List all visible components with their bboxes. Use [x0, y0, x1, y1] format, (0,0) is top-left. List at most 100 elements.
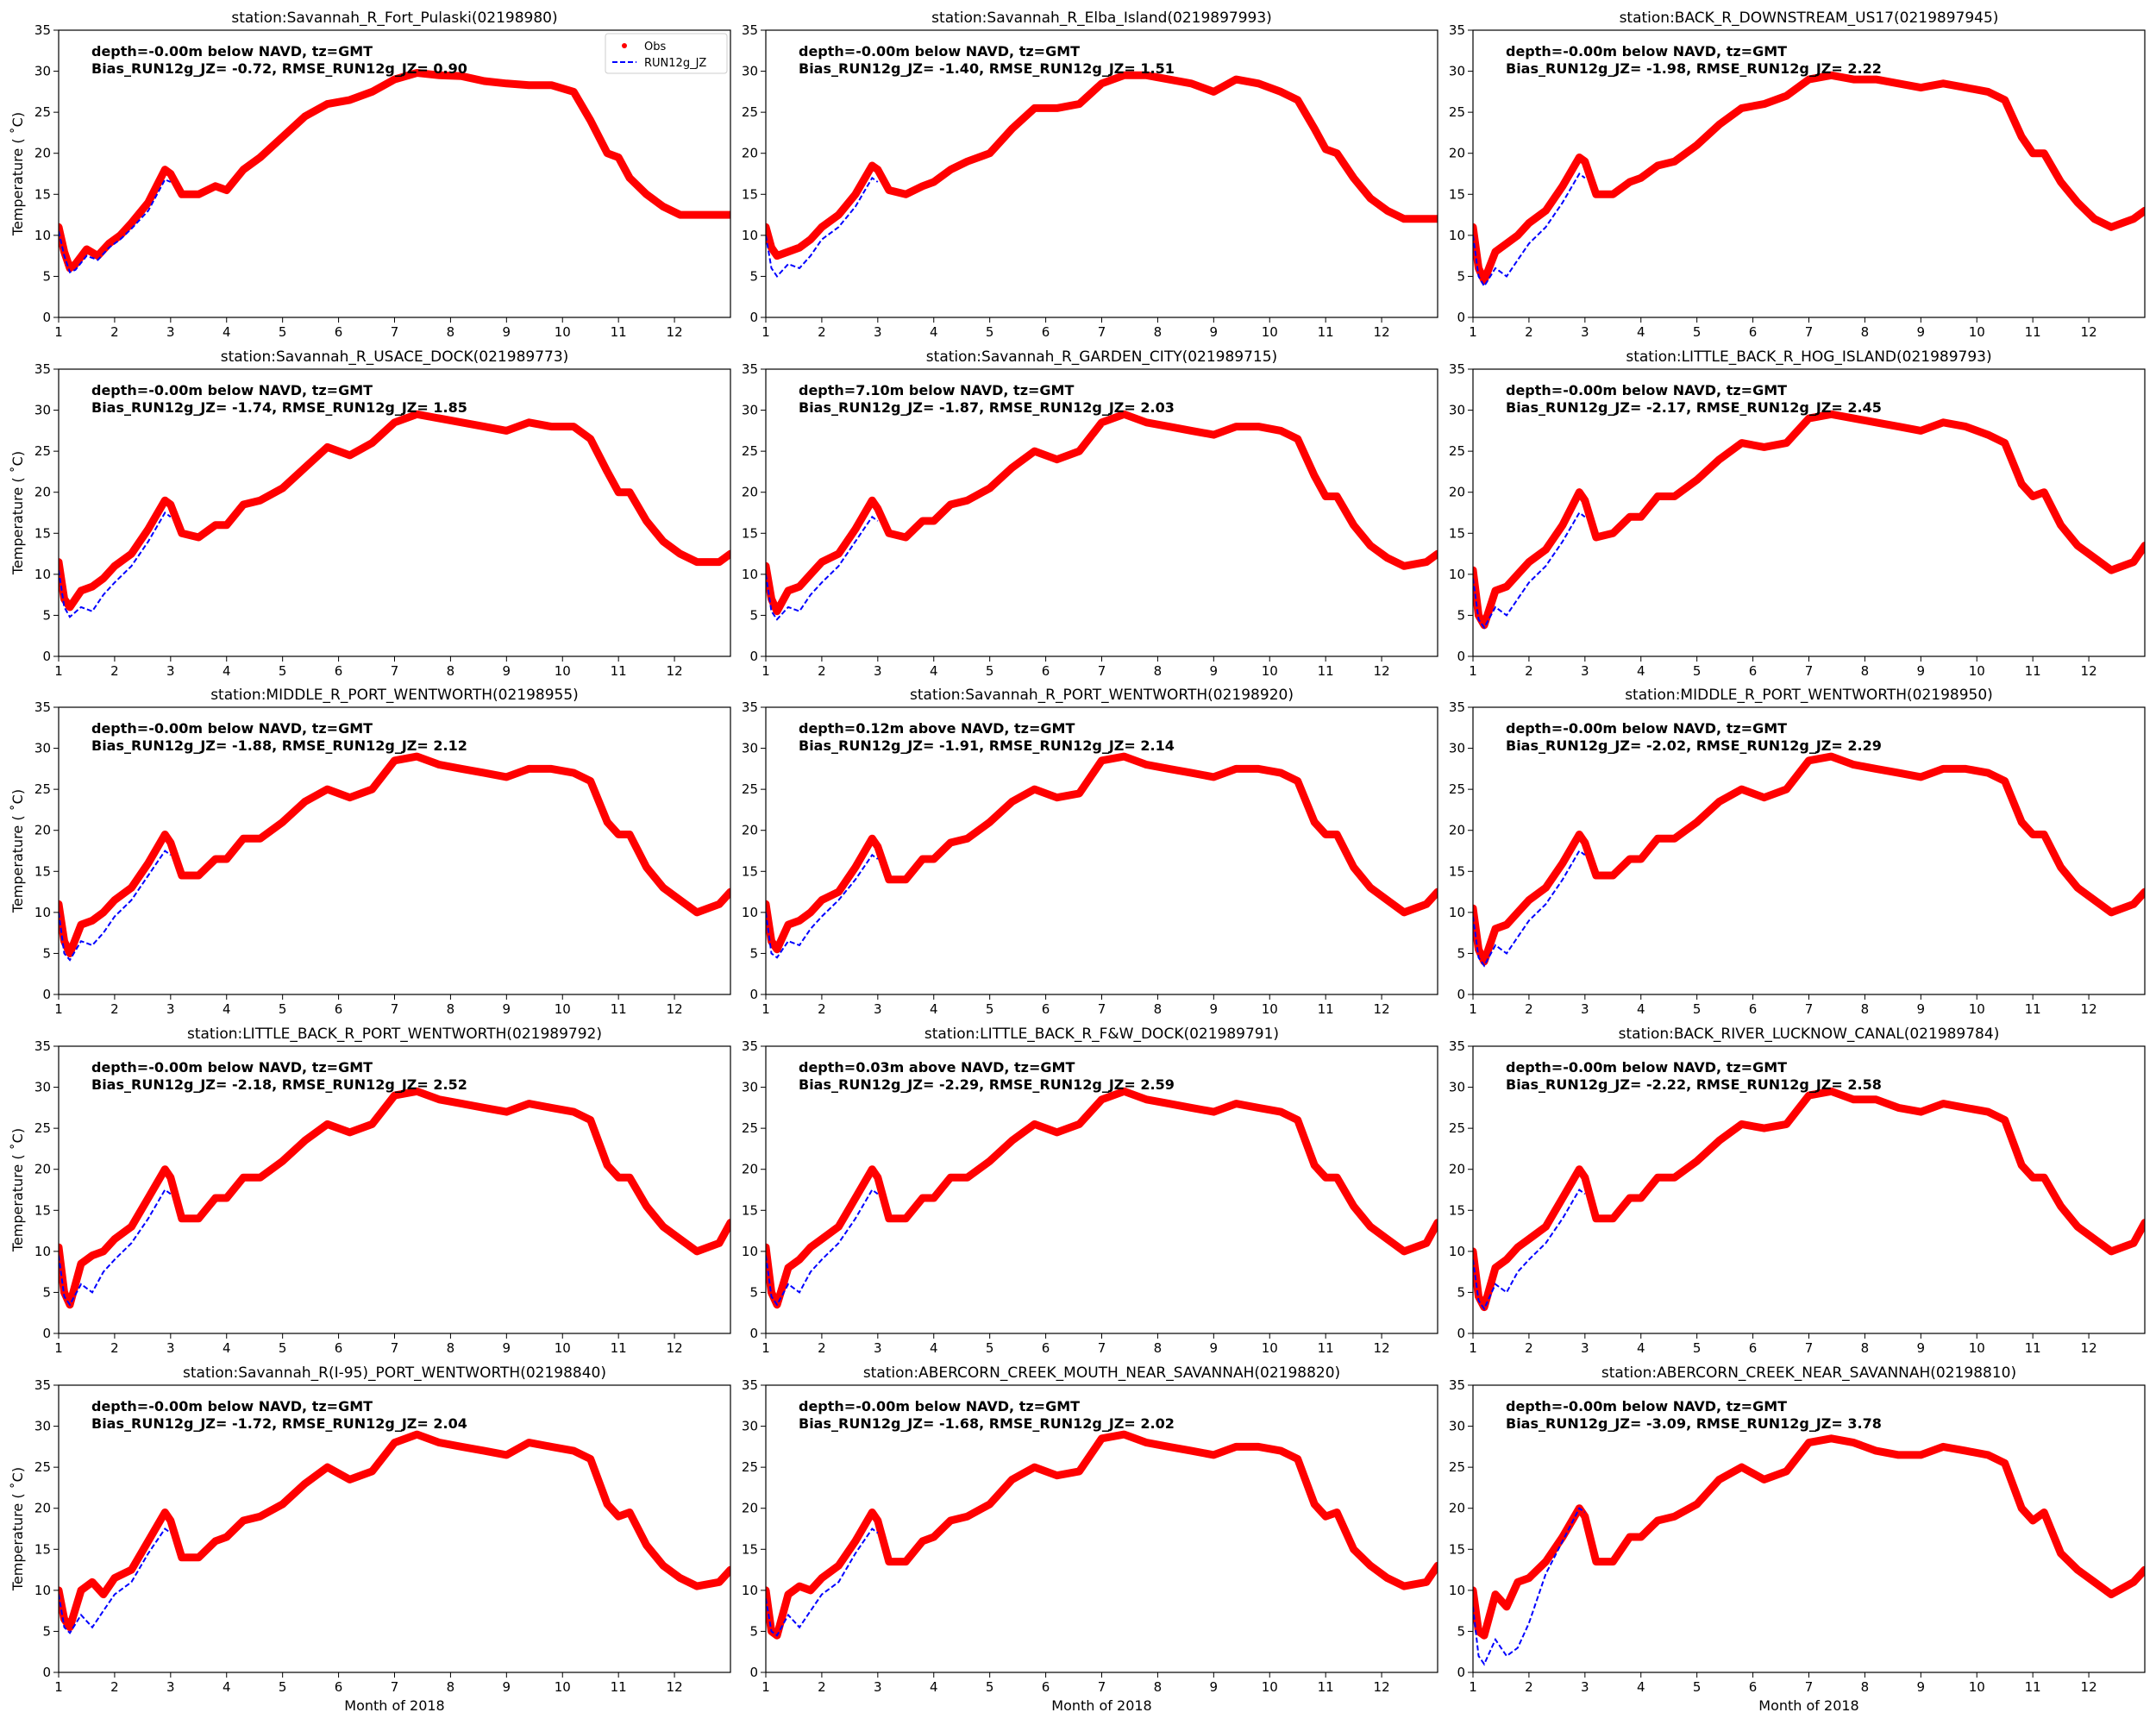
- stats-annotation: Bias_RUN12g_JZ= -2.22, RMSE_RUN12g_JZ= 2…: [1506, 1076, 1882, 1093]
- y-tick-label: 10: [742, 1244, 758, 1259]
- y-tick-label: 5: [42, 607, 51, 623]
- x-tick-label: 4: [222, 1001, 231, 1017]
- x-tick-label: 10: [1969, 663, 1985, 679]
- subplot-title: station:LITTLE_BACK_R_PORT_WENTWORTH(021…: [187, 1026, 602, 1043]
- x-tick-label: 4: [222, 324, 231, 340]
- model-series-line: [766, 1189, 879, 1307]
- x-tick-label: 12: [667, 1001, 683, 1017]
- y-tick-label: 10: [34, 1583, 51, 1598]
- x-tick-label: 3: [874, 1001, 882, 1017]
- y-tick-label: 10: [1449, 1583, 1465, 1598]
- x-tick-label: 11: [1318, 324, 1334, 340]
- x-tick-label: 3: [166, 324, 175, 340]
- subplot-title: station:LITTLE_BACK_R_HOG_ISLAND(0219897…: [1626, 348, 1991, 366]
- y-tick-label: 20: [1449, 1501, 1465, 1516]
- plot-area: [766, 1087, 1438, 1309]
- obs-series-line: [1473, 1087, 2145, 1312]
- depth-annotation: depth=0.12m above NAVD, tz=GMT: [799, 720, 1075, 737]
- subplot-12: station:BACK_RIVER_LUCKNOW_CANAL(0219897…: [1449, 1026, 2146, 1356]
- x-tick-label: 2: [818, 1340, 826, 1356]
- y-tick-label: 30: [34, 64, 51, 79]
- x-tick-label: 12: [1374, 663, 1390, 679]
- subplot-title: station:LITTLE_BACK_R_F&W_DOCK(021989791…: [924, 1026, 1279, 1043]
- x-tick-label: 6: [1042, 1679, 1050, 1695]
- obs-series-line: [59, 410, 730, 612]
- x-tick-label: 2: [110, 1001, 119, 1017]
- y-tick-label: 25: [34, 443, 51, 459]
- x-tick-label: 8: [447, 1679, 455, 1695]
- x-tick-label: 12: [667, 663, 683, 679]
- legend-model-label: RUN12g_JZ: [644, 57, 706, 70]
- subplot-3: station:BACK_R_DOWNSTREAM_US17(021989794…: [1449, 9, 2146, 340]
- stats-annotation: Bias_RUN12g_JZ= -1.40, RMSE_RUN12g_JZ= 1…: [799, 60, 1175, 77]
- stats-annotation: Bias_RUN12g_JZ= -1.91, RMSE_RUN12g_JZ= 2…: [799, 737, 1175, 754]
- subplot-10: station:LITTLE_BACK_R_PORT_WENTWORTH(021…: [9, 1026, 731, 1356]
- y-tick-label: 15: [742, 863, 758, 879]
- x-tick-label: 8: [1154, 663, 1163, 679]
- subplot-9: station:MIDDLE_R_PORT_WENTWORTH(02198950…: [1449, 687, 2146, 1017]
- x-tick-label: 10: [1262, 1340, 1278, 1356]
- y-tick-label: 25: [34, 1120, 51, 1136]
- x-tick-label: 3: [166, 1001, 175, 1017]
- y-tick-label: 35: [742, 1377, 758, 1393]
- y-tick-label: 25: [1449, 1459, 1465, 1475]
- x-tick-label: 7: [1805, 663, 1814, 679]
- x-tick-label: 8: [1861, 1340, 1870, 1356]
- y-tick-label: 25: [1449, 104, 1465, 120]
- model-series-line: [59, 1527, 172, 1634]
- y-tick-label: 35: [1449, 1377, 1465, 1393]
- x-tick-label: 3: [1581, 663, 1589, 679]
- obs-series-line: [766, 410, 1438, 616]
- x-tick-label: 8: [447, 324, 455, 340]
- y-tick-label: 5: [1457, 1623, 1465, 1639]
- plot-area: [59, 1087, 730, 1309]
- x-tick-label: 9: [503, 1340, 511, 1356]
- y-tick-label: 15: [1449, 1541, 1465, 1557]
- x-tick-label: 7: [1098, 1679, 1106, 1695]
- y-tick-label: 5: [1457, 268, 1465, 284]
- y-tick-label: 20: [742, 823, 758, 838]
- x-tick-label: 2: [110, 1340, 119, 1356]
- x-tick-label: 6: [335, 1679, 343, 1695]
- x-tick-label: 3: [874, 1340, 882, 1356]
- y-tick-label: 30: [1449, 1080, 1465, 1095]
- x-tick-label: 5: [986, 1001, 994, 1017]
- x-tick-label: 3: [1581, 1001, 1589, 1017]
- y-tick-label: 5: [1457, 1284, 1465, 1300]
- x-tick-label: 9: [503, 324, 511, 340]
- y-tick-label: 10: [1449, 228, 1465, 243]
- y-tick-label: 10: [1449, 1244, 1465, 1259]
- y-tick-label: 10: [34, 905, 51, 920]
- y-tick-label: 20: [34, 823, 51, 838]
- x-tick-label: 3: [874, 324, 882, 340]
- x-tick-label: 10: [1262, 324, 1278, 340]
- plot-area: [1473, 1434, 2145, 1666]
- y-tick-label: 35: [1449, 699, 1465, 715]
- x-tick-label: 10: [1969, 1679, 1985, 1695]
- x-tick-label: 3: [1581, 1340, 1589, 1356]
- y-axis-label: Temperature ( ˚C): [9, 1467, 26, 1591]
- x-tick-label: 8: [1154, 1340, 1163, 1356]
- y-tick-label: 20: [742, 146, 758, 161]
- y-tick-label: 0: [42, 310, 51, 325]
- obs-series-line: [1473, 1434, 2145, 1640]
- x-tick-label: 7: [1805, 324, 1814, 340]
- x-tick-label: 8: [1861, 1001, 1870, 1017]
- y-tick-label: 15: [742, 1541, 758, 1557]
- x-tick-label: 8: [1861, 324, 1870, 340]
- y-tick-label: 5: [749, 607, 758, 623]
- y-tick-label: 25: [742, 1459, 758, 1475]
- x-tick-label: 11: [1318, 1340, 1334, 1356]
- stats-annotation: Bias_RUN12g_JZ= -1.98, RMSE_RUN12g_JZ= 2…: [1506, 60, 1882, 77]
- x-tick-label: 6: [1042, 1001, 1050, 1017]
- x-tick-label: 5: [279, 1679, 287, 1695]
- stats-annotation: Bias_RUN12g_JZ= -1.87, RMSE_RUN12g_JZ= 2…: [799, 399, 1175, 416]
- x-tick-label: 12: [1374, 1340, 1390, 1356]
- x-tick-label: 7: [391, 324, 399, 340]
- subplot-1: station:Savannah_R_Fort_Pulaski(02198980…: [9, 9, 731, 340]
- y-tick-label: 10: [742, 1583, 758, 1598]
- model-series-line: [59, 1189, 172, 1307]
- y-tick-label: 30: [742, 403, 758, 418]
- x-tick-label: 9: [1917, 324, 1926, 340]
- x-tick-label: 11: [611, 663, 627, 679]
